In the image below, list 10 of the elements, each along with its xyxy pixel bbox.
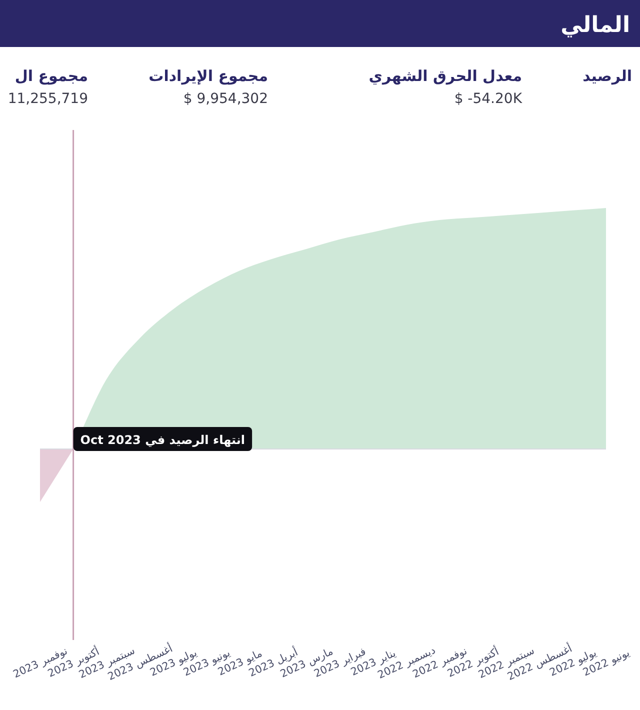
annotation: معدل الحرق الشهري <box>368 67 522 85</box>
title: المالي <box>560 13 630 38</box>
ref-line-label: انتهاء الرصيد في Oct 2023 <box>80 433 246 447</box>
annotation: $ -54.20K <box>454 91 522 107</box>
ref-line-label: انتهاء الرصيد في Oct 2023 <box>73 427 252 451</box>
annotation: مجموع الإيرادات <box>148 67 268 85</box>
annotation: مجموع ال <box>14 67 88 85</box>
annotation: الرصيد <box>582 67 632 85</box>
annotation: $ 9,954,302 <box>183 91 268 107</box>
annotation: 11,255,719 <box>8 91 88 107</box>
